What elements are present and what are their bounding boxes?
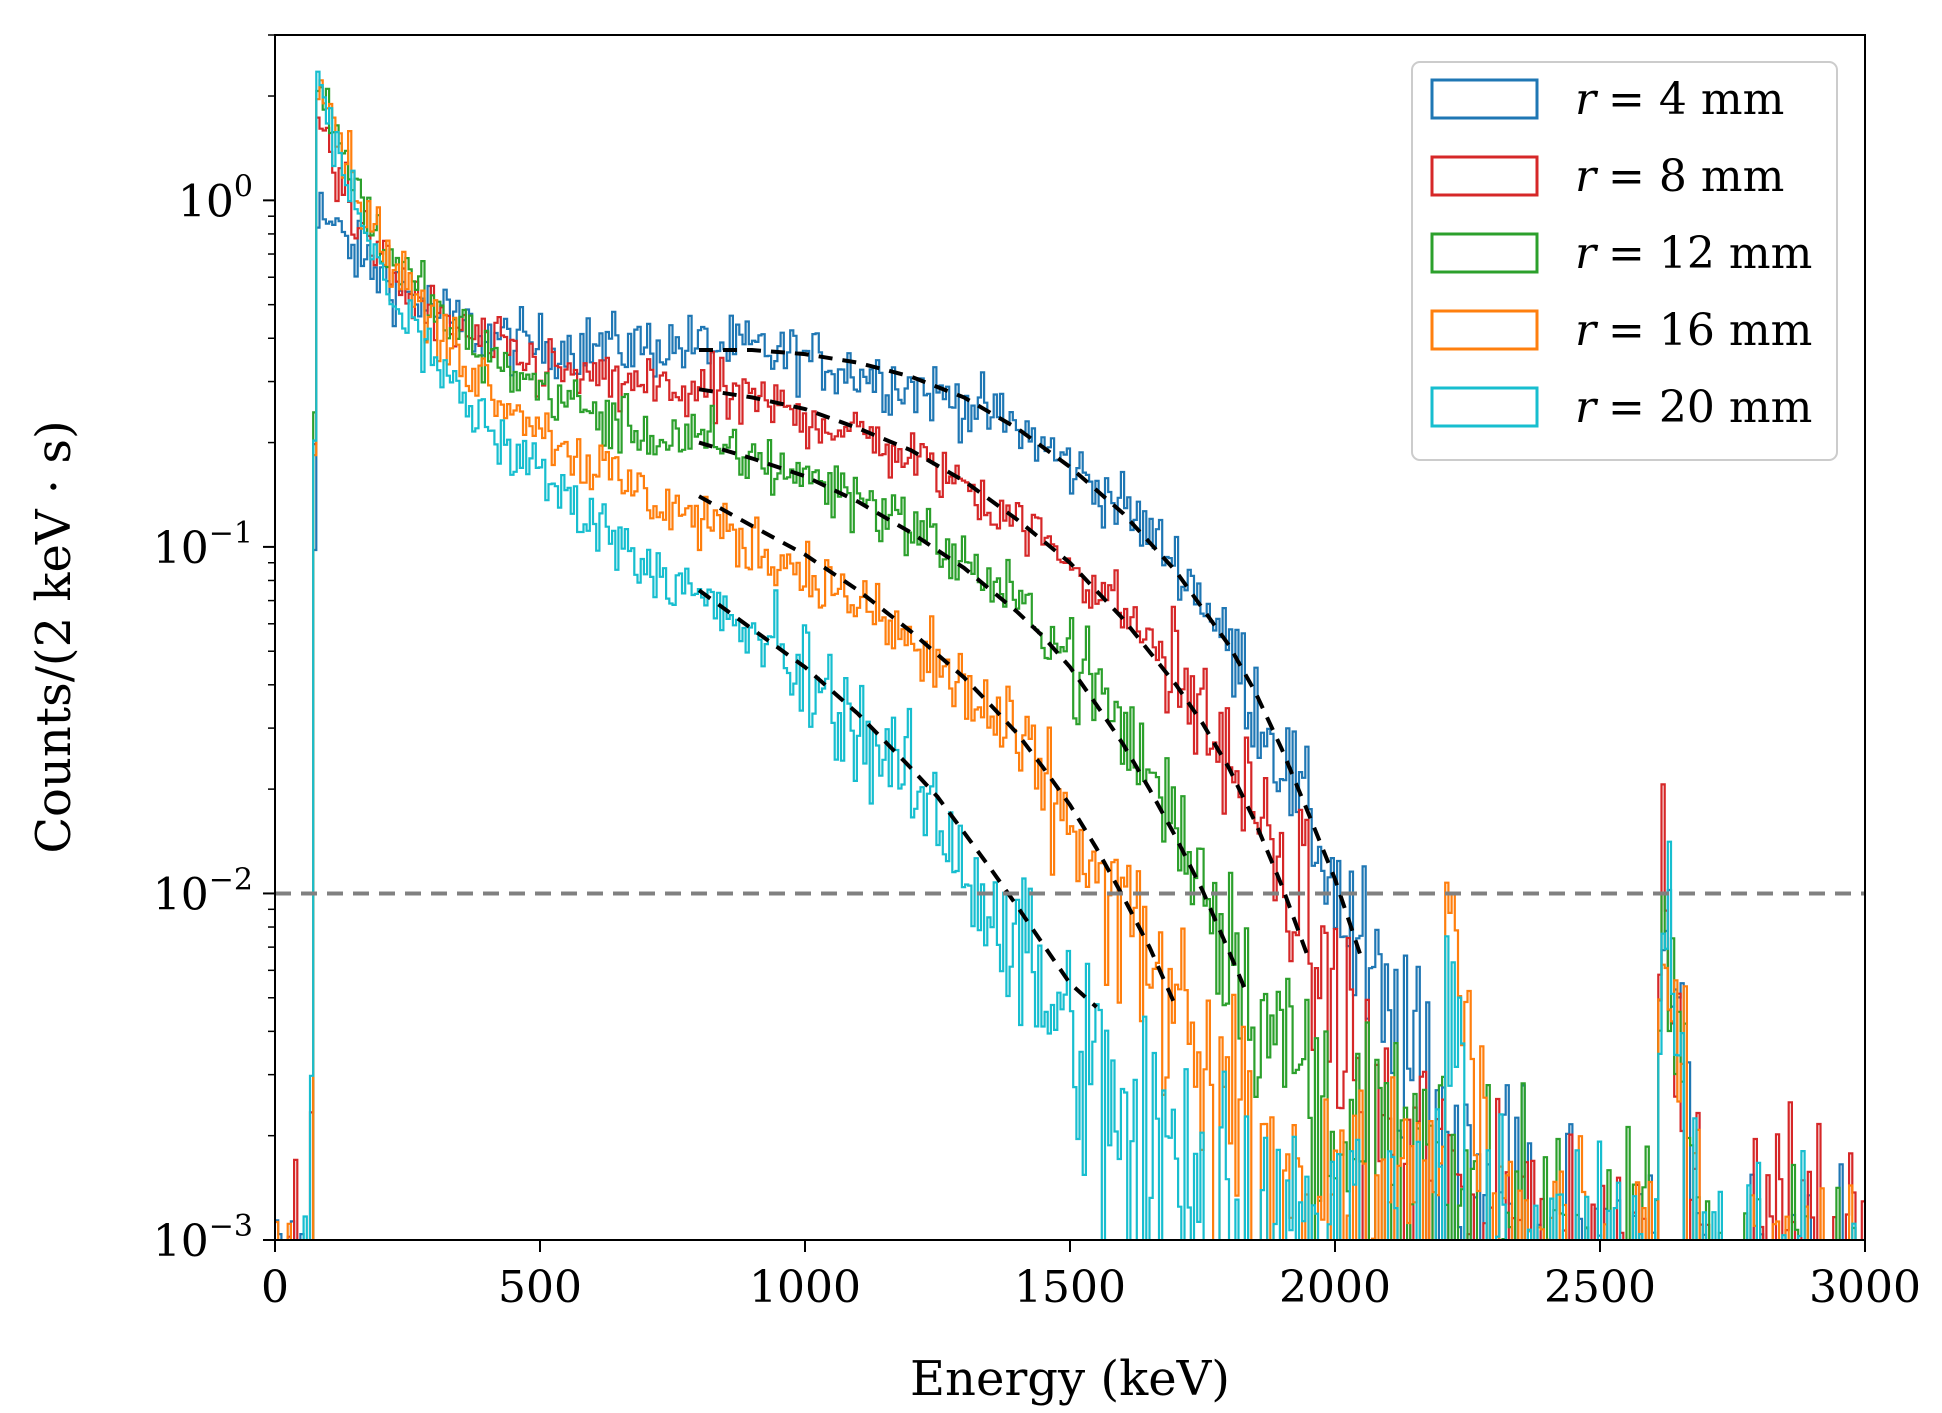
legend-label: r = 8 mm [1575, 151, 1784, 202]
legend-swatch [1430, 78, 1539, 120]
series-line-5 [302, 70, 1857, 1240]
legend-var: r [1575, 151, 1599, 202]
fit-curve-1 [699, 348, 1364, 959]
x-tick-label: 1000 [749, 1262, 861, 1313]
legend-swatch [1430, 155, 1539, 197]
y-tick-label: 100 [178, 169, 253, 227]
legend-value: = 8 mm [1608, 151, 1784, 202]
legend-label: r = 16 mm [1575, 305, 1812, 356]
series-layer [275, 70, 1865, 1240]
fit-layer [697, 348, 1364, 1009]
x-tick-label: 1500 [1014, 1262, 1126, 1313]
x-tick-label: 2500 [1544, 1262, 1656, 1313]
fit-curve-5 [697, 588, 1098, 1009]
x-tick-label: 500 [498, 1262, 582, 1313]
legend-swatch [1430, 386, 1539, 428]
y-tick-exponent: 0 [234, 169, 253, 204]
legend-var: r [1575, 74, 1599, 125]
y-tick-label: 10−2 [153, 862, 253, 920]
x-axis-ticks: 0 500 1000 1500 2000 2500 3000 [261, 1240, 1921, 1313]
series-line-4 [275, 79, 1854, 1240]
y-tick-label: 10−1 [153, 516, 253, 574]
y-tick-base: 10 [178, 176, 234, 227]
x-axis-label: Energy (keV) [910, 1351, 1230, 1407]
y-tick-exponent: −2 [209, 862, 253, 897]
y-tick-exponent: −3 [209, 1209, 253, 1244]
legend-value: = 12 mm [1608, 228, 1812, 279]
y-tick-label: 10−3 [153, 1209, 253, 1267]
y-tick-exponent: −1 [209, 516, 253, 551]
legend-label: r = 20 mm [1575, 382, 1812, 433]
fit-curve-3 [698, 440, 1247, 990]
legend-swatch [1430, 232, 1539, 274]
y-axis-label: Counts/(2 keV · s) [26, 420, 82, 853]
legend-value: = 20 mm [1608, 382, 1812, 433]
legend-var: r [1575, 305, 1599, 356]
legend-label: r = 4 mm [1575, 74, 1784, 125]
y-tick-base: 10 [153, 1216, 209, 1267]
legend-var: r [1575, 228, 1599, 279]
legend: r = 4 mmr = 8 mmr = 12 mmr = 16 mmr = 20 mm [1411, 61, 1838, 461]
legend-frame [1411, 61, 1838, 461]
y-tick-base: 10 [153, 523, 209, 574]
x-tick-label: 0 [261, 1262, 289, 1313]
y-tick-base: 10 [153, 869, 209, 920]
x-tick-label: 3000 [1809, 1262, 1921, 1313]
legend-swatch [1430, 309, 1539, 351]
fit-curve-4 [698, 494, 1178, 1008]
legend-value: = 16 mm [1608, 305, 1812, 356]
legend-label: r = 12 mm [1575, 228, 1812, 279]
series-line-2 [286, 116, 1865, 1240]
x-tick-label: 2000 [1279, 1262, 1391, 1313]
fit-curve-2 [698, 387, 1311, 959]
legend-var: r [1575, 382, 1599, 433]
legend-value: = 4 mm [1608, 74, 1784, 125]
